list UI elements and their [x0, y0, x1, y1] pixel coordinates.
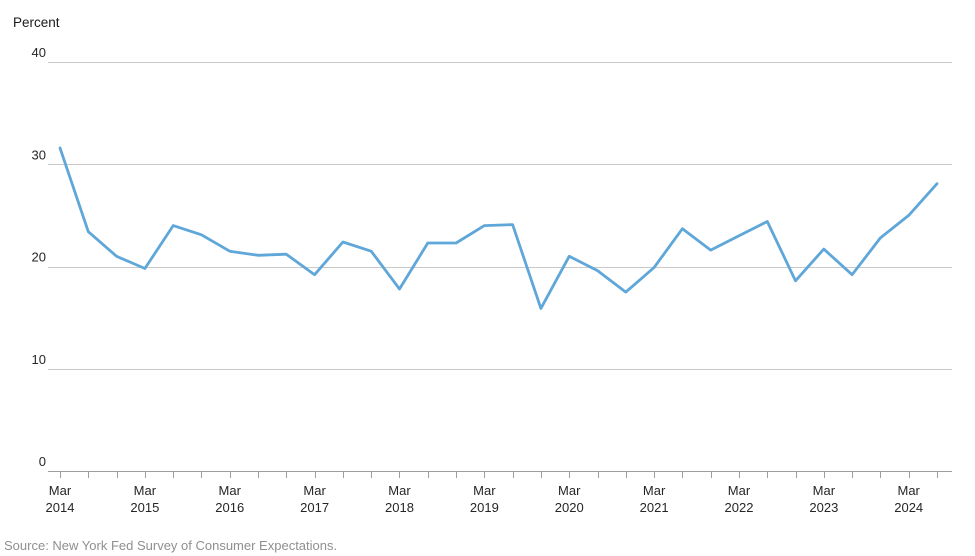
x-tick-label-year: 2023 — [809, 500, 838, 515]
x-tick-label-month: Mar — [473, 483, 496, 498]
x-tick-label-month: Mar — [728, 483, 751, 498]
x-tick-label-year: 2015 — [130, 500, 159, 515]
y-tick-label: 40 — [32, 45, 46, 60]
x-tick-label-month: Mar — [49, 483, 72, 498]
y-tick-label: 0 — [39, 454, 46, 469]
source-text: Source: New York Fed Survey of Consumer … — [4, 538, 338, 553]
x-tick-label-year: 2016 — [215, 500, 244, 515]
x-tick-label-month: Mar — [303, 483, 326, 498]
x-tick-label-year: 2024 — [894, 500, 923, 515]
x-tick-label-year: 2019 — [470, 500, 499, 515]
y-tick-label: 10 — [32, 352, 46, 367]
x-tick-label-month: Mar — [134, 483, 157, 498]
x-tick-label-month: Mar — [219, 483, 242, 498]
x-tick-label-year: 2020 — [555, 500, 584, 515]
x-tick-label-month: Mar — [813, 483, 836, 498]
y-tick-label: 20 — [32, 250, 46, 265]
x-tick-label-month: Mar — [898, 483, 921, 498]
x-tick-label-year: 2018 — [385, 500, 414, 515]
x-tick-label-year: 2017 — [300, 500, 329, 515]
x-tick-label-year: 2022 — [725, 500, 754, 515]
x-tick-label-month: Mar — [388, 483, 411, 498]
y-axis-title: Percent — [13, 15, 60, 30]
x-tick-label-month: Mar — [643, 483, 666, 498]
x-tick-label-year: 2021 — [640, 500, 669, 515]
data-series-line — [58, 146, 939, 310]
x-tick-label-year: 2014 — [46, 500, 75, 515]
y-tick-label: 30 — [32, 147, 46, 162]
x-tick-label-month: Mar — [558, 483, 581, 498]
